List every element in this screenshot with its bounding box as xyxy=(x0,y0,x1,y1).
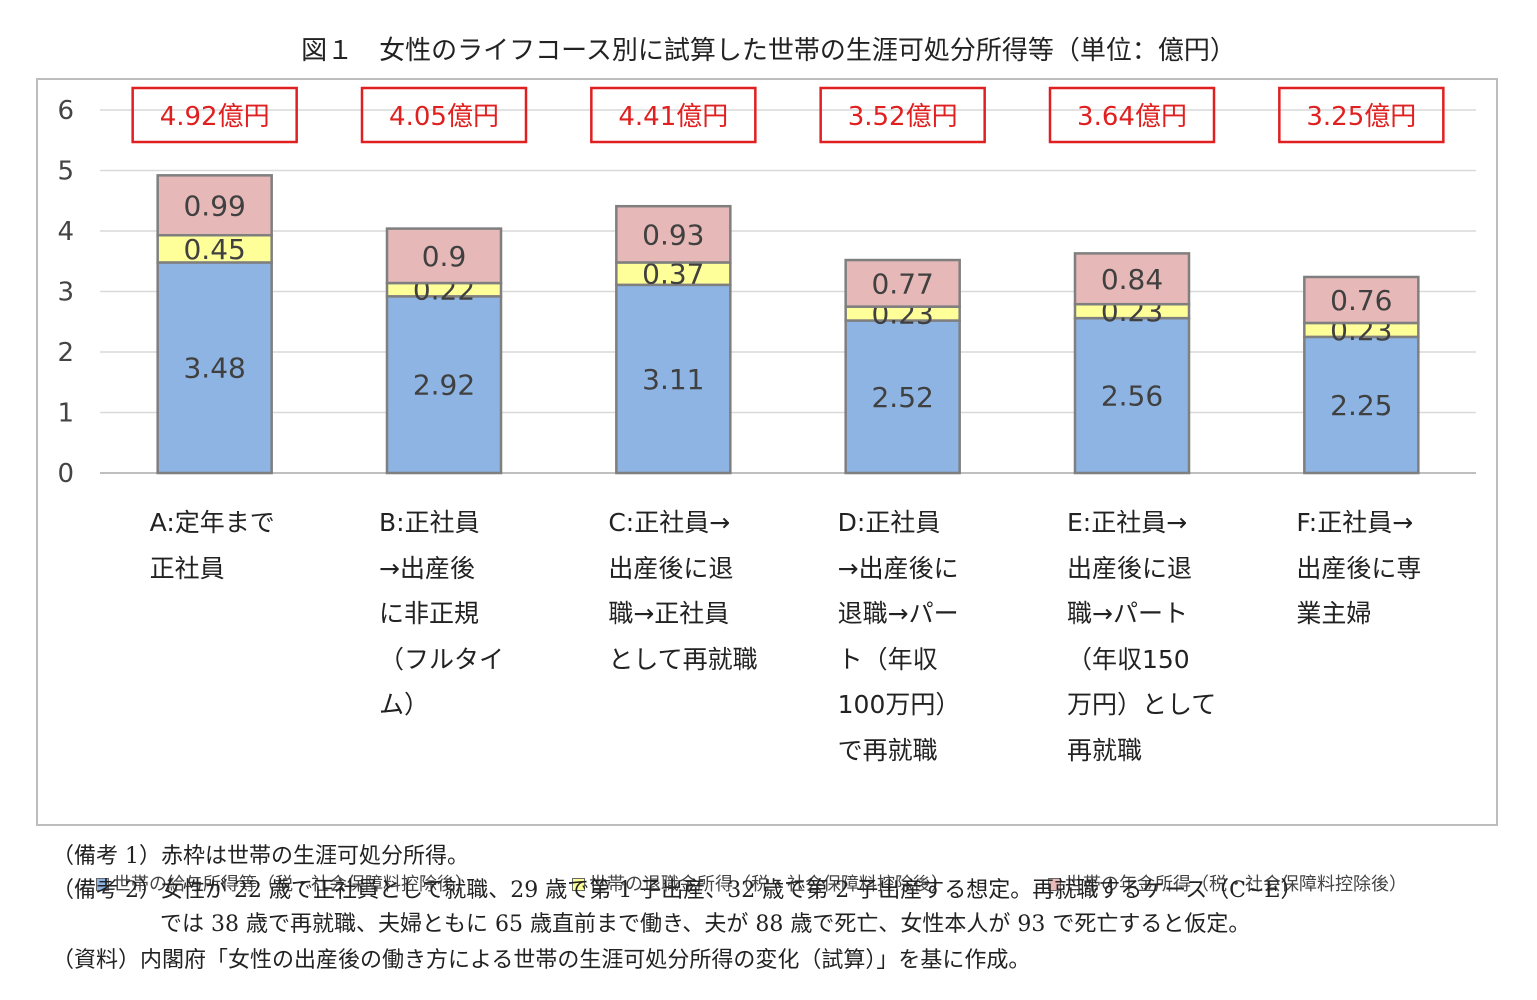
source-note: （資料）内閣府「女性の出産後の働き方による世帯の生涯可処分所得の変化（試算）」を… xyxy=(52,948,1031,973)
total-box xyxy=(590,86,757,144)
bar-segment xyxy=(156,233,273,264)
total-label: 4.05億円 xyxy=(389,102,499,132)
bar-segment xyxy=(156,174,273,237)
data-label: 0.93 xyxy=(642,218,704,251)
data-label: 0.45 xyxy=(183,233,245,266)
x-category-label: F:正社員→ 出産後に専 業主婦 xyxy=(1296,508,1422,628)
data-label: 0.77 xyxy=(871,267,933,300)
bar-segment xyxy=(844,258,961,308)
legend-swatch-retirement xyxy=(572,878,585,891)
total-label: 3.64億円 xyxy=(1077,102,1187,132)
x-category-label: B:正社員 →出産後 に非正規 （フルタイ ム） xyxy=(379,508,505,719)
y-tick-label: 4 xyxy=(57,217,74,247)
total-label: 3.52億円 xyxy=(848,102,958,132)
legend-swatch-salary xyxy=(96,878,109,891)
x-category-label: A:定年まで 正社員 xyxy=(149,508,275,583)
y-tick-label: 2 xyxy=(57,338,74,368)
data-label: 0.84 xyxy=(1101,263,1163,296)
figure-title: 図１ 女性のライフコース別に試算した世帯の生涯可処分所得等（単位：億円） xyxy=(301,36,1236,66)
bar-segment xyxy=(615,283,732,475)
data-label: 0.99 xyxy=(183,189,245,222)
y-tick-label: 3 xyxy=(57,278,74,308)
data-label: 0.76 xyxy=(1330,284,1392,317)
stacked-bar-chart: 01234563.480.450.994.92億円2.920.220.94.05… xyxy=(57,86,1476,489)
note-1: （備考 1）赤枠は世帯の生涯可処分所得。 xyxy=(52,844,469,869)
data-label: 2.25 xyxy=(1330,389,1392,422)
total-box xyxy=(819,86,986,144)
data-label: 2.56 xyxy=(1101,380,1163,413)
data-label: 2.92 xyxy=(413,369,475,402)
legend-label-salary: 世帯の給与所得等（税・社会保障料控除後） xyxy=(113,874,473,895)
x-category-label: D:正社員 →出産後に 退職→パー ト（年収 100万円） で再就職 xyxy=(837,508,961,765)
bar-segment xyxy=(844,319,961,475)
data-label: 3.48 xyxy=(183,352,245,385)
legend-item-salary: 世帯の給与所得等（税・社会保障料控除後） xyxy=(96,870,473,896)
y-tick-label: 5 xyxy=(57,157,74,187)
y-tick-label: 1 xyxy=(57,399,74,429)
bar-segment xyxy=(156,261,273,475)
note-2: （備考 2）女性が 22 歳で正社員として就職、29 歳で第 1 子出産、32 … xyxy=(52,878,1303,903)
bar-segment xyxy=(385,295,503,475)
note-2-continued: では 38 歳で再就職、夫婦ともに 65 歳直前まで働き、夫が 88 歳で死亡、… xyxy=(160,912,1251,937)
bar-segment xyxy=(1303,335,1420,475)
bar-segment xyxy=(1073,252,1191,306)
data-label: 2.52 xyxy=(871,381,933,414)
legend-item-pension: 世帯の年金所得（税・社会保障料控除後） xyxy=(1048,870,1407,896)
data-label: 0.9 xyxy=(422,240,467,273)
bar-segment xyxy=(1303,275,1420,325)
total-box xyxy=(360,86,528,144)
chart-area: 0 1 2 3 4 5 6 3.48 0.45 0.99 4.92億円 2.92 0.22 0.9 4.05… xyxy=(36,78,1498,895)
total-label: 3.25億円 xyxy=(1306,102,1416,132)
total-box xyxy=(1048,86,1216,144)
total-label: 4.92億円 xyxy=(160,102,270,132)
legend-label-retirement: 世帯の退職金所得（税・社会保障料控除後） xyxy=(589,874,949,895)
data-label: 3.11 xyxy=(642,363,704,396)
bar-segment xyxy=(385,227,503,285)
total-label: 4.41億円 xyxy=(618,102,728,132)
bar-segment xyxy=(615,204,732,264)
legend-swatch-pension xyxy=(1048,878,1061,891)
total-box xyxy=(1278,86,1445,144)
legend-item-retirement: 世帯の退職金所得（税・社会保障料控除後） xyxy=(572,870,949,896)
y-tick-label: 0 xyxy=(57,459,74,489)
bar-segment xyxy=(1073,316,1191,475)
legend-label-pension: 世帯の年金所得（税・社会保障料控除後） xyxy=(1065,874,1407,895)
x-category-label: E:正社員→ 出産後に退 職→パート （年収150 万円）として 再就職 xyxy=(1067,508,1217,765)
x-category-label: C:正社員→ 出産後に退 職→正社員 として再就職 xyxy=(608,508,758,674)
total-box xyxy=(131,86,298,144)
y-tick-label: 6 xyxy=(57,96,74,126)
